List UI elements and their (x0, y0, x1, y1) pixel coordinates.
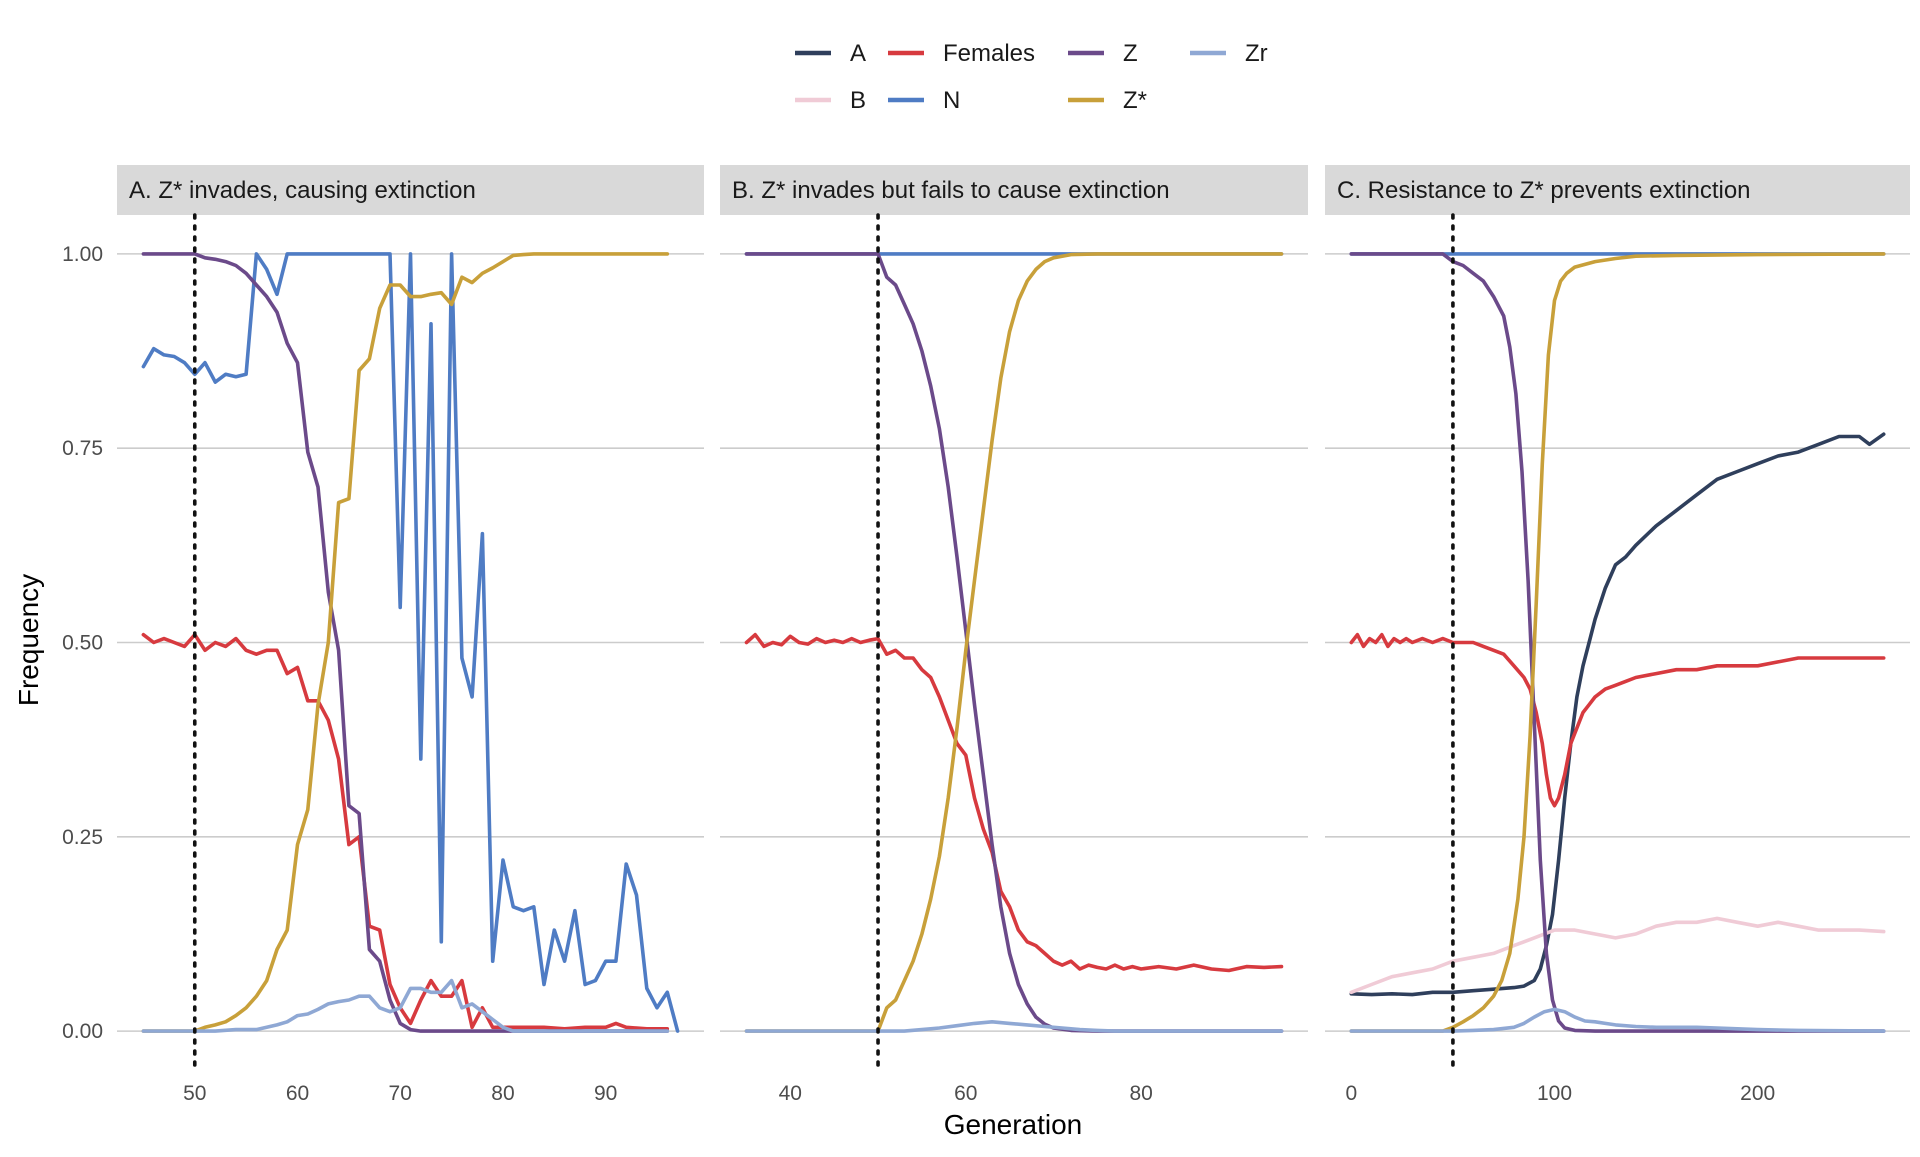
legend-item-zr: Zr (1190, 40, 1268, 67)
legend: AB Females N Z Z* Zr (795, 40, 1268, 114)
x-tick-label: 50 (183, 1082, 206, 1105)
series-line-zr (744, 1020, 1284, 1033)
x-tick-label: 80 (491, 1082, 514, 1105)
x-tick-label: 90 (594, 1082, 617, 1105)
y-tick-label: 0.25 (62, 826, 103, 849)
series-line-z-star (141, 252, 670, 1033)
x-tick-label: 40 (779, 1082, 802, 1105)
y-axis-title: Frequency (13, 574, 44, 706)
y-tick-label: 0.50 (62, 632, 103, 655)
y-tick-label: 0.00 (62, 1020, 103, 1043)
series-line-zr (1349, 1007, 1886, 1033)
panel-title: C. Resistance to Z* prevents extinction (1337, 177, 1751, 204)
panel-title: A. Z* invades, causing extinction (129, 177, 476, 204)
panel-title: B. Z* invades but fails to cause extinct… (732, 177, 1170, 204)
legend-label-a: A (850, 40, 866, 67)
series-line-females (744, 632, 1284, 973)
panel-b: B. Z* invades but fails to cause extinct… (720, 165, 1308, 1105)
x-axis-title: Generation (944, 1109, 1083, 1140)
panel-c: C. Resistance to Z* prevents extinction 0… (1325, 165, 1910, 1105)
x-tick-label: 60 (954, 1082, 977, 1105)
legend-label-females: Females (943, 40, 1035, 67)
x-tick-label: 200 (1740, 1082, 1775, 1105)
panel-strip (1325, 165, 1910, 215)
series-line-zr (141, 978, 670, 1033)
panel-strip (117, 165, 704, 215)
legend-item-b: B (795, 87, 866, 114)
series-line-z-star (1349, 252, 1886, 1033)
y-tick-label: 0.75 (62, 437, 103, 460)
series-line-z (744, 252, 1284, 1033)
panel-a: A. Z* invades, causing extinction 0.00 0.2… (62, 165, 704, 1105)
facet-panels: A. Z* invades, causing extinction 0.00 0.2… (62, 165, 1910, 1105)
x-tick-label: 100 (1537, 1082, 1572, 1105)
x-tick-label: 60 (286, 1082, 309, 1105)
series-line-a (1349, 432, 1886, 997)
x-tick-label: 70 (389, 1082, 412, 1105)
series-line-z (1349, 252, 1886, 1033)
legend-label-z-star: Z* (1123, 87, 1147, 114)
panel-strip (720, 165, 1308, 215)
series-line-z (141, 252, 670, 1033)
y-tick-label: 1.00 (62, 243, 103, 266)
x-tick-label: 80 (1130, 1082, 1153, 1105)
legend-label-z: Z (1123, 40, 1138, 67)
legend-label-b: B (850, 87, 866, 114)
legend-item-z-star: Z* (1068, 87, 1147, 114)
x-tick-label: 0 (1345, 1082, 1357, 1105)
legend-label-zr: Zr (1245, 40, 1268, 67)
legend-item-z: Z (1068, 40, 1138, 67)
series-line-n (141, 252, 680, 1033)
legend-item-a: A (795, 40, 866, 67)
series-line-z-star (744, 252, 1284, 1033)
series-line-b (1349, 916, 1886, 995)
legend-item-n: N (888, 87, 960, 114)
legend-label-n: N (943, 87, 960, 114)
legend-item-females: Females (888, 40, 1035, 67)
series-line-females (1349, 632, 1886, 808)
